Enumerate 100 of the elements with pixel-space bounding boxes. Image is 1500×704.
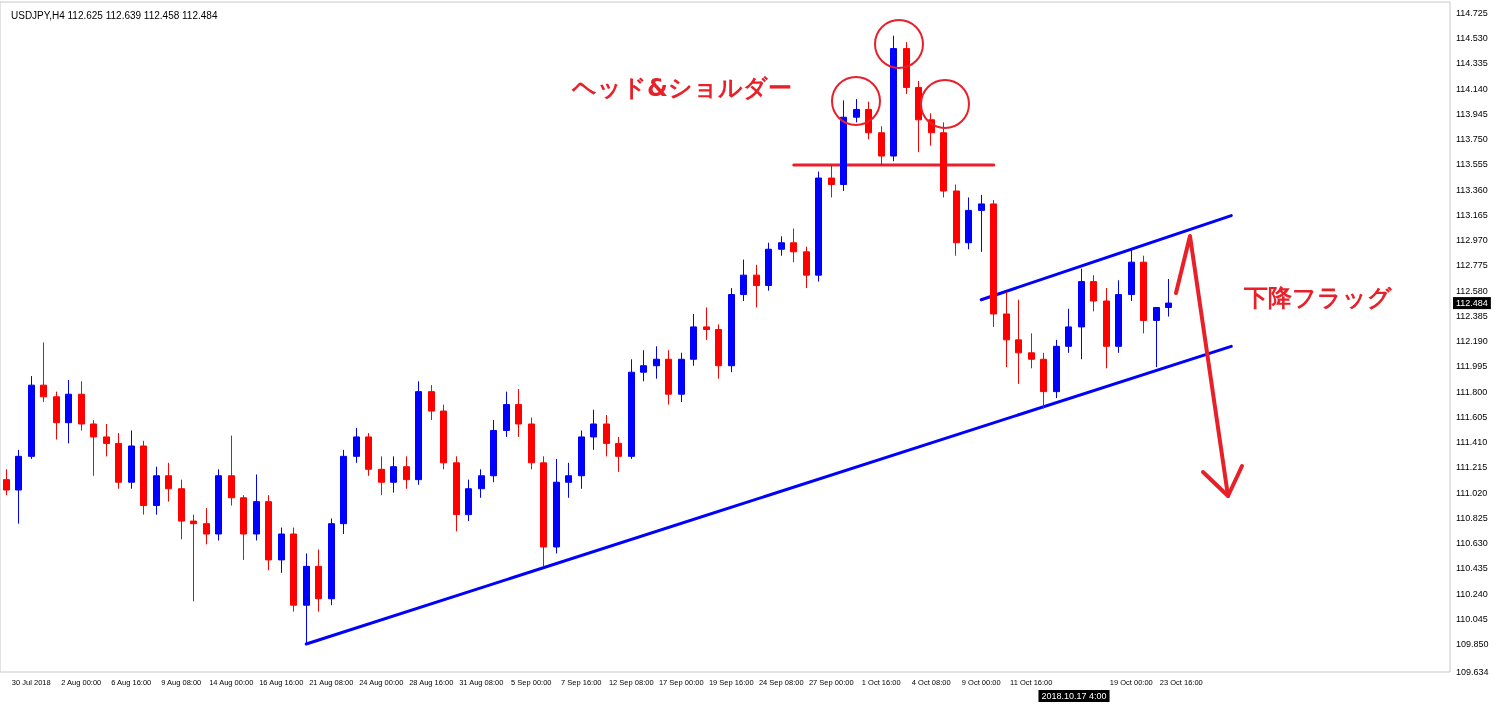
candlestick: [940, 121, 947, 198]
candlestick: [515, 388, 522, 438]
candlestick: [228, 435, 235, 507]
candlestick: [803, 246, 810, 289]
y-tick-label: 109.634: [1456, 667, 1489, 677]
candlestick: [528, 417, 535, 470]
candlestick: [978, 194, 985, 253]
y-tick-label: 109.850: [1456, 639, 1489, 650]
candlestick: [565, 462, 572, 499]
y-tick-label: 110.240: [1456, 588, 1488, 599]
candlestick: [203, 507, 210, 545]
candlestick: [1040, 352, 1047, 409]
candlestick: [790, 228, 797, 263]
candlestick: [278, 527, 285, 574]
candlestick: [165, 462, 172, 503]
y-tick-label: 112.580: [1456, 285, 1488, 296]
candlestick: [715, 323, 722, 380]
y-tick-label: 113.165: [1456, 209, 1488, 220]
y-tick-label: 114.530: [1456, 33, 1488, 44]
candlestick: [990, 199, 997, 328]
candlestick: [103, 423, 110, 457]
candlestick: [265, 494, 272, 571]
candlestick: [253, 473, 260, 541]
y-tick-label: 112.970: [1456, 235, 1488, 246]
candlestick: [1053, 339, 1060, 399]
y-tick-label: 113.360: [1456, 184, 1488, 195]
y-tick-label: 114.140: [1456, 83, 1488, 94]
candlestick: [1115, 279, 1122, 354]
candlestick: [765, 242, 772, 292]
y-tick-label: 110.045: [1456, 613, 1488, 624]
candlestick: [1028, 332, 1035, 369]
y-tick-label: 111.800: [1456, 386, 1488, 397]
candlestick: [1153, 306, 1160, 368]
y-tick-label: 111.215: [1456, 462, 1488, 473]
text: USDJPY,H4 112.625 112.639 112.458 112.484: [11, 9, 218, 21]
y-tick-label: 111.605: [1456, 411, 1488, 422]
candlestick: [815, 171, 822, 283]
candlestick: [653, 345, 660, 380]
candlestick: [853, 98, 860, 123]
candlestick: [465, 479, 472, 522]
candlestick: [28, 375, 35, 460]
candlestick: [403, 455, 410, 490]
y-tick-label: 110.825: [1456, 512, 1488, 523]
candlestick: [140, 440, 147, 516]
annotation: ヘッド&ショルダー: [571, 74, 792, 102]
candlestick: [153, 466, 160, 516]
y-tick-label: 113.750: [1456, 134, 1488, 145]
y-tick-label: 112.385: [1456, 310, 1488, 321]
candlestick: [353, 427, 360, 464]
y-tick-label: 111.020: [1456, 487, 1488, 498]
candlestick: [553, 458, 560, 554]
candlestick: [753, 264, 760, 308]
candlestick: [590, 409, 597, 451]
y-tick-label: 114.335: [1456, 58, 1488, 69]
y-tick-label: 112.775: [1456, 260, 1488, 271]
candlestick: [1015, 299, 1022, 385]
candlestick: [740, 259, 747, 302]
candlestick: [628, 358, 635, 460]
candlestick: [415, 380, 422, 486]
candlestick: [78, 380, 85, 431]
candlestick: [615, 436, 622, 473]
y-tick-label: 112.190: [1456, 336, 1488, 347]
candlestick: [603, 414, 610, 457]
y-tick-label: 111.410: [1456, 437, 1488, 448]
candlestick: [728, 287, 735, 373]
y-tick-label: 110.630: [1456, 538, 1488, 549]
candlestick: [390, 455, 397, 494]
candlestick: [478, 468, 485, 499]
y-tick-label: 114.725: [1456, 8, 1488, 18]
candlestick: [90, 419, 97, 477]
candlestick: [453, 455, 460, 532]
candlestick: [440, 404, 447, 470]
candlestick: [15, 449, 22, 525]
annotation: 下降フラッグ: [1243, 284, 1393, 312]
candlestick: [540, 455, 547, 567]
candlestick: [65, 379, 72, 444]
candlestick: [1065, 308, 1072, 354]
candlestick: [778, 235, 785, 257]
y-tick-label: 111.995: [1456, 361, 1488, 372]
candlestick: [215, 468, 222, 541]
candlestick: [178, 479, 185, 540]
y-tick-label: 113.555: [1456, 159, 1488, 170]
candlestick: [953, 184, 960, 257]
candlestick: [3, 468, 10, 496]
candlestick: [428, 384, 435, 421]
candlestick: [490, 419, 497, 483]
candlestick: [965, 196, 972, 250]
candlestick: [365, 432, 372, 477]
candlestick: [328, 517, 335, 606]
y-tick-label: 113.945: [1456, 108, 1488, 119]
annotation: 112.484: [1456, 298, 1488, 309]
candlestick: [128, 429, 135, 490]
candlestick: [890, 35, 897, 162]
text: 2018.10.17 4:00: [1041, 691, 1107, 701]
candlestick: [840, 99, 847, 192]
candlestick: [578, 429, 585, 490]
candlestick: [378, 455, 385, 496]
candlestick: [703, 306, 710, 341]
candlestick: [503, 391, 510, 438]
candlestick: [828, 164, 835, 198]
